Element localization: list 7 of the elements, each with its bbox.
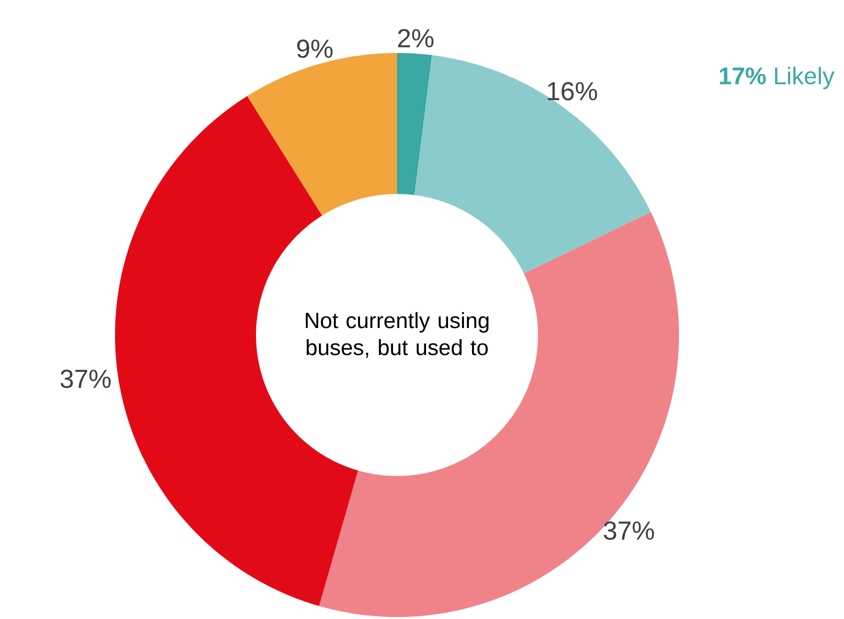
data-label: 2% [398, 29, 434, 48]
text: Not currently using buses, but used to [306, 312, 488, 358]
data-label: 37% [604, 521, 654, 540]
data-label: 9% [297, 40, 333, 58]
data-label: 37% [60, 370, 111, 388]
data-label: 16% [548, 82, 598, 100]
text: 17% Likely [720, 66, 834, 90]
